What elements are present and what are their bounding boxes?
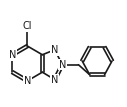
Text: N: N	[59, 60, 66, 70]
Text: N: N	[9, 50, 16, 60]
Text: N: N	[51, 45, 58, 55]
Text: Cl: Cl	[23, 21, 32, 31]
Text: N: N	[51, 75, 58, 85]
Text: N: N	[24, 76, 31, 86]
